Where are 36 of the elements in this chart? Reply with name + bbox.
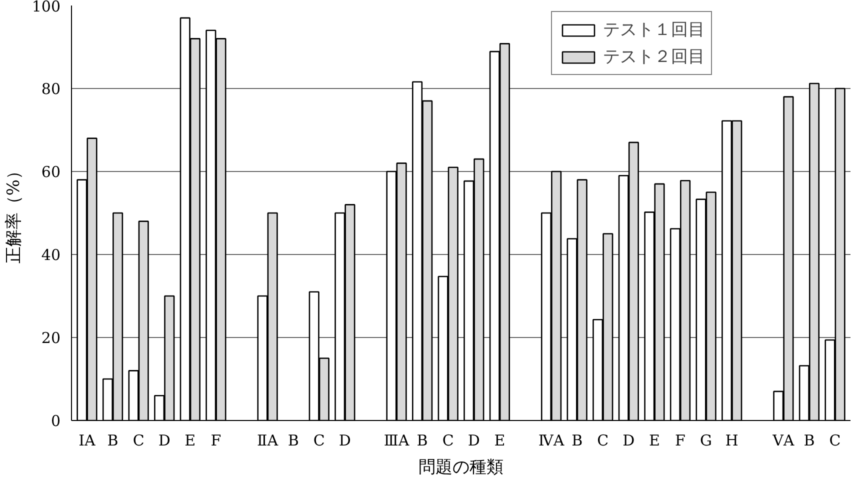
x-tick-label: H bbox=[725, 432, 738, 450]
x-tick-label: C bbox=[442, 432, 454, 450]
y-tick-label: 80 bbox=[41, 80, 61, 98]
x-tick-label: D bbox=[338, 432, 351, 450]
x-tick-label: B bbox=[572, 432, 583, 450]
x-tick-label: E bbox=[648, 432, 660, 450]
y-tick-label: 0 bbox=[50, 412, 61, 430]
x-tick-label: C bbox=[597, 432, 609, 450]
x-tick-label: E bbox=[184, 432, 196, 450]
x-tick-label: B bbox=[804, 432, 815, 450]
x-tick-label: ⅡA bbox=[257, 432, 278, 450]
x-tick-label: B bbox=[107, 432, 118, 450]
x-tick-label: ⅢA bbox=[384, 432, 410, 450]
legend-label: テスト１回目 bbox=[603, 19, 705, 41]
x-tick-label: E bbox=[494, 432, 506, 450]
x-tick-label: D bbox=[468, 432, 480, 450]
x-tick-label: D bbox=[622, 432, 635, 450]
y-tick-label: 40 bbox=[41, 246, 61, 264]
x-tick-label: ⅠA bbox=[78, 432, 96, 450]
y-tick-label: 100 bbox=[32, 0, 61, 16]
x-tick-label: F bbox=[675, 432, 686, 450]
x-tick-label: B bbox=[416, 432, 428, 450]
x-tick-label: C bbox=[132, 432, 144, 450]
x-axis-title: 問題の種類 bbox=[418, 458, 504, 478]
x-tick-label: C bbox=[313, 432, 325, 450]
x-tick-label: C bbox=[829, 432, 841, 450]
y-tick-label: 60 bbox=[41, 163, 61, 181]
x-tick-label: B bbox=[288, 432, 299, 450]
y-tick-label: 20 bbox=[41, 329, 61, 347]
x-tick-label: G bbox=[700, 432, 712, 450]
x-tick-label: ⅣA bbox=[538, 432, 564, 450]
y-axis-title: 正解率（%） bbox=[4, 162, 24, 264]
legend-label: テスト２回目 bbox=[603, 46, 705, 68]
x-tick-label: F bbox=[210, 432, 222, 450]
x-tick-label: D bbox=[158, 432, 170, 450]
x-tick-label: ⅤA bbox=[772, 432, 794, 450]
